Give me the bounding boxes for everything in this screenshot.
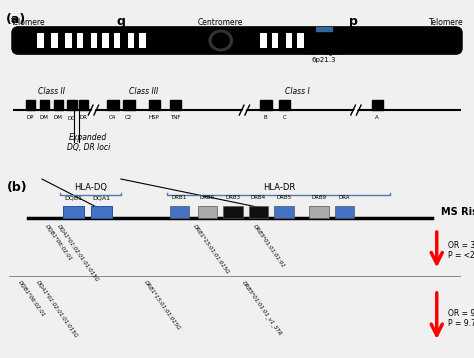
Bar bbox=[149, 100, 160, 110]
Bar bbox=[54, 100, 63, 110]
Bar bbox=[51, 33, 58, 48]
Text: Class I: Class I bbox=[285, 87, 310, 96]
Text: HSP: HSP bbox=[149, 115, 160, 120]
Text: DRB1*15:01:01:015G: DRB1*15:01:01:015G bbox=[143, 279, 181, 331]
Bar bbox=[372, 100, 383, 110]
Text: OR = 9.30,
P = 9.7E-05: OR = 9.30, P = 9.7E-05 bbox=[448, 309, 474, 328]
Bar bbox=[260, 100, 272, 110]
Bar bbox=[223, 206, 243, 218]
Bar bbox=[279, 100, 291, 110]
Text: DQB1*06:02:01: DQB1*06:02:01 bbox=[45, 224, 73, 262]
Text: Class II: Class II bbox=[38, 87, 64, 96]
Text: DRB3: DRB3 bbox=[225, 195, 240, 200]
Bar bbox=[91, 206, 111, 218]
Text: DRB6: DRB6 bbox=[200, 195, 215, 200]
Text: DQB1: DQB1 bbox=[64, 195, 82, 200]
Text: DM: DM bbox=[54, 115, 63, 120]
Bar bbox=[107, 100, 118, 110]
Text: DQA1: DQA1 bbox=[92, 195, 110, 200]
Bar bbox=[335, 206, 354, 218]
Text: DM: DM bbox=[40, 115, 49, 120]
Bar bbox=[91, 33, 97, 48]
Text: DQA1*01:02:01:01:015G: DQA1*01:02:01:01:015G bbox=[36, 279, 79, 339]
Text: DR: DR bbox=[80, 115, 88, 120]
Text: HLA-DR: HLA-DR bbox=[263, 183, 295, 192]
Circle shape bbox=[209, 30, 232, 51]
Circle shape bbox=[212, 33, 229, 48]
Text: DRB5: DRB5 bbox=[276, 195, 292, 200]
Bar bbox=[114, 33, 120, 48]
Text: (a): (a) bbox=[6, 13, 26, 26]
Text: Class III: Class III bbox=[129, 87, 159, 96]
Text: Telomere: Telomere bbox=[428, 18, 464, 27]
Text: DRB9: DRB9 bbox=[311, 195, 326, 200]
Text: (b): (b) bbox=[7, 181, 27, 194]
Text: DQ: DQ bbox=[68, 115, 76, 120]
Bar bbox=[102, 33, 109, 48]
Text: TNF: TNF bbox=[170, 115, 181, 120]
Text: DRB5*01:01:01:01: DRB5*01:01:01:01 bbox=[252, 224, 286, 269]
Text: OR = 3.19,
P = <2.2E-16: OR = 3.19, P = <2.2E-16 bbox=[448, 241, 474, 260]
Text: Telomere: Telomere bbox=[10, 18, 46, 27]
Bar bbox=[170, 100, 181, 110]
Text: HLA region
6p21.3: HLA region 6p21.3 bbox=[305, 50, 343, 63]
Bar bbox=[260, 33, 267, 48]
Bar bbox=[297, 33, 304, 48]
Text: B: B bbox=[264, 115, 268, 120]
Text: DQA1*01:02:01:01:015G: DQA1*01:02:01:01:015G bbox=[56, 224, 100, 283]
Text: DP: DP bbox=[27, 115, 34, 120]
Bar bbox=[309, 206, 328, 218]
Bar bbox=[128, 33, 134, 48]
Bar bbox=[274, 206, 294, 218]
Text: C4: C4 bbox=[109, 115, 116, 120]
Text: Expanded
DQ, DR loci: Expanded DQ, DR loci bbox=[67, 133, 110, 152]
Text: q: q bbox=[117, 15, 125, 28]
Text: MS Risk: MS Risk bbox=[441, 207, 474, 217]
Bar bbox=[286, 33, 292, 48]
Bar bbox=[77, 33, 83, 48]
Text: DRB4: DRB4 bbox=[251, 195, 266, 200]
Bar bbox=[65, 33, 72, 48]
Bar bbox=[139, 33, 146, 48]
Text: DRA: DRA bbox=[338, 195, 350, 200]
FancyBboxPatch shape bbox=[12, 26, 462, 54]
Bar bbox=[170, 206, 189, 218]
Bar bbox=[248, 206, 268, 218]
Text: Centromere: Centromere bbox=[198, 18, 244, 27]
Bar bbox=[316, 27, 332, 31]
Bar bbox=[198, 206, 217, 218]
Bar bbox=[37, 33, 44, 48]
Text: C: C bbox=[283, 115, 286, 120]
Bar bbox=[67, 100, 77, 110]
Text: p: p bbox=[349, 15, 357, 28]
Text: DQB1*06:02:01: DQB1*06:02:01 bbox=[18, 279, 46, 318]
Text: DRB1: DRB1 bbox=[172, 195, 187, 200]
Bar bbox=[26, 100, 35, 110]
Text: DRB1*15:01:01:015G: DRB1*15:01:01:015G bbox=[192, 224, 230, 275]
Bar bbox=[63, 206, 84, 218]
Text: C2: C2 bbox=[125, 115, 132, 120]
Bar bbox=[123, 100, 135, 110]
Text: HLA-DQ: HLA-DQ bbox=[74, 183, 107, 192]
Text: A: A bbox=[375, 115, 379, 120]
Bar bbox=[39, 100, 49, 110]
Bar bbox=[79, 100, 88, 110]
Text: DRB5*01:01:01_v1_STR: DRB5*01:01:01_v1_STR bbox=[241, 279, 283, 337]
Bar bbox=[272, 33, 278, 48]
